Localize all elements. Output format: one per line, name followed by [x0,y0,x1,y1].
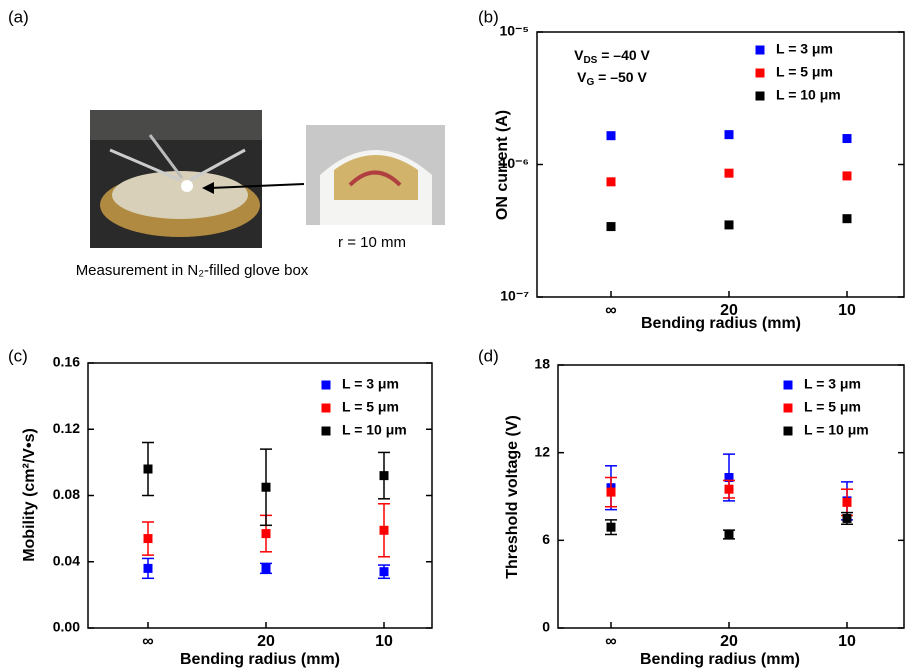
y-tick-label: 0.00 [53,619,80,635]
y-tick-label: 0.08 [53,486,80,502]
y-tick-label: 10⁻⁷ [500,288,529,304]
annotation-symbol: V [577,69,587,85]
marker [143,534,153,544]
annotation-text: = –40 V [597,47,650,63]
x-tick-label: 10 [838,302,856,319]
marker [143,563,153,573]
legend-marker [755,68,765,78]
marker [724,484,734,494]
marker [606,177,616,187]
x-axis-label: Bending radius (mm) [641,315,801,332]
panel-label: (b) [478,7,499,26]
legend-marker [783,426,793,436]
annotation: VDS = –40 V [574,47,650,66]
marker [606,222,616,232]
marker [606,522,616,532]
marker [842,497,852,507]
marker [261,482,271,492]
marker [261,529,271,539]
y-tick-label: 0.04 [53,552,80,568]
y-tick-label: 0.12 [53,420,80,436]
panel-label: (d) [478,346,499,365]
y-axis-label: ON current (A) [494,110,511,220]
annotation-symbol: V [574,47,584,63]
legend-label: L = 3 μm [342,376,399,392]
legend-label: L = 5 μm [804,399,861,415]
legend-label: L = 10 μm [776,87,841,103]
annotation-text: = –50 V [594,69,647,85]
photo-setup [90,110,262,248]
marker [842,171,852,181]
legend-label: L = 5 μm [342,399,399,415]
x-tick-label: 20 [720,302,738,319]
y-axis-label: Mobility (cm²/V•s) [21,428,38,562]
legend-label: L = 5 μm [776,64,833,80]
x-axis-label: Bending radius (mm) [640,651,800,668]
x-tick-label: 10 [375,633,393,650]
photo-bent-device [306,125,445,225]
legend-label: L = 3 μm [804,376,861,392]
x-tick-label: ∞ [605,302,616,319]
y-axis-label: Threshold voltage (V) [504,415,521,579]
legend-marker [783,403,793,413]
x-tick-label: ∞ [605,633,616,650]
y-tick-label: 6 [542,531,550,547]
annotation-subscript: G [587,77,595,88]
legend-marker [755,45,765,55]
legend-marker [321,403,331,413]
x-tick-label: 20 [720,633,738,650]
y-tick-label: 0 [542,619,550,635]
inset-label: r = 10 mm [338,234,406,251]
legend-marker [321,380,331,390]
panel-label: (a) [8,7,29,26]
marker [606,131,616,141]
y-tick-label: 18 [534,356,550,372]
x-tick-label: ∞ [142,633,153,650]
marker [379,525,389,535]
x-tick-label: 20 [257,633,275,650]
legend-label: L = 10 μm [342,422,407,438]
marker [724,168,734,178]
y-tick-label: 10⁻⁶ [500,155,529,171]
x-tick-label: 10 [838,633,856,650]
marker [724,529,734,539]
y-tick-label: 12 [534,443,550,459]
marker [842,134,852,144]
marker [724,473,734,483]
marker [842,513,852,523]
legend-marker [755,91,765,101]
marker [724,220,734,230]
marker [261,563,271,573]
annotation: VG = –50 V [577,69,647,88]
marker [379,567,389,577]
plot-frame [536,31,905,298]
y-tick-label: 0.16 [53,354,80,370]
marker [143,464,153,474]
marker [724,130,734,140]
legend-marker [321,426,331,436]
marker [379,471,389,481]
arrow [202,182,305,194]
panel-label: (c) [8,346,28,365]
y-tick-label: 10⁻⁵ [499,23,529,39]
annotation-subscript: DS [583,55,597,66]
caption: Measurement in N₂-filled glove box [76,262,309,279]
legend-label: L = 3 μm [776,41,833,57]
marker [606,487,616,497]
plot-frame [557,364,905,629]
x-axis-label: Bending radius (mm) [180,651,340,668]
legend-marker [783,380,793,390]
marker [842,214,852,224]
legend-label: L = 10 μm [804,422,869,438]
